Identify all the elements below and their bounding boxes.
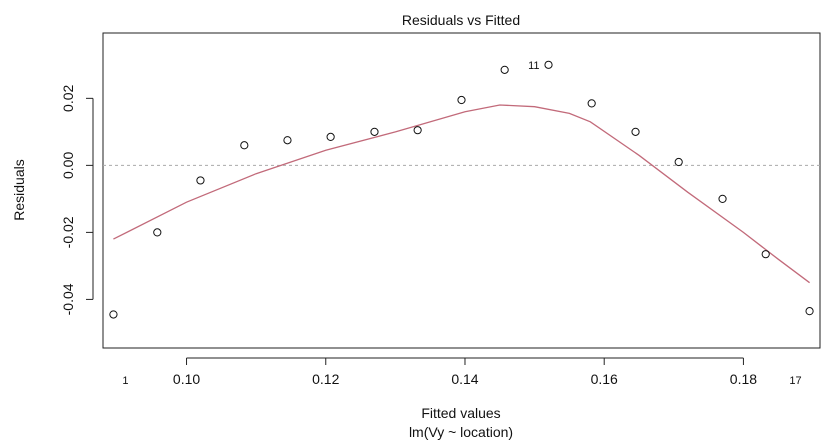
x-axis: 0.10 0.12 0.14 0.16 0.18	[173, 357, 757, 387]
y-tick-label: 0.02	[60, 85, 76, 112]
x-tick-label: 0.10	[173, 371, 200, 387]
y-tick-label: 0.00	[60, 152, 76, 179]
data-point	[413, 126, 422, 135]
data-point	[196, 176, 205, 185]
y-axis-label: Residuals	[11, 159, 27, 220]
x-axis-label: Fitted values	[421, 405, 500, 421]
data-point	[544, 60, 553, 69]
data-point	[500, 65, 509, 74]
point-label: 17	[789, 375, 801, 387]
data-point	[718, 194, 727, 203]
x-tick-label: 0.18	[730, 371, 757, 387]
data-point	[109, 310, 118, 319]
smoother-line	[113, 104, 810, 284]
plot-box	[102, 32, 821, 349]
x-tick-label: 0.14	[451, 371, 478, 387]
data-point	[761, 250, 770, 259]
y-tick-label: -0.04	[60, 283, 76, 315]
point-label: 11	[528, 60, 539, 72]
x-tick-label: 0.16	[591, 371, 618, 387]
data-point	[805, 307, 814, 316]
data-point	[153, 228, 162, 237]
y-axis: -0.04 -0.02 0.00 0.02	[60, 85, 94, 315]
chart-title: Residuals vs Fitted	[402, 12, 520, 28]
y-tick-label: -0.02	[60, 216, 76, 248]
data-point	[457, 95, 466, 105]
data-point	[283, 136, 292, 145]
data-point	[326, 132, 335, 141]
data-point	[631, 127, 640, 136]
point-label: 1	[122, 375, 128, 387]
x-tick-label: 0.12	[312, 371, 339, 387]
data-point	[587, 99, 596, 108]
data-point	[370, 127, 379, 136]
data-point	[240, 141, 249, 150]
x-axis-sublabel: lm(Vy ~ location)	[409, 424, 513, 440]
data-point	[674, 157, 683, 167]
